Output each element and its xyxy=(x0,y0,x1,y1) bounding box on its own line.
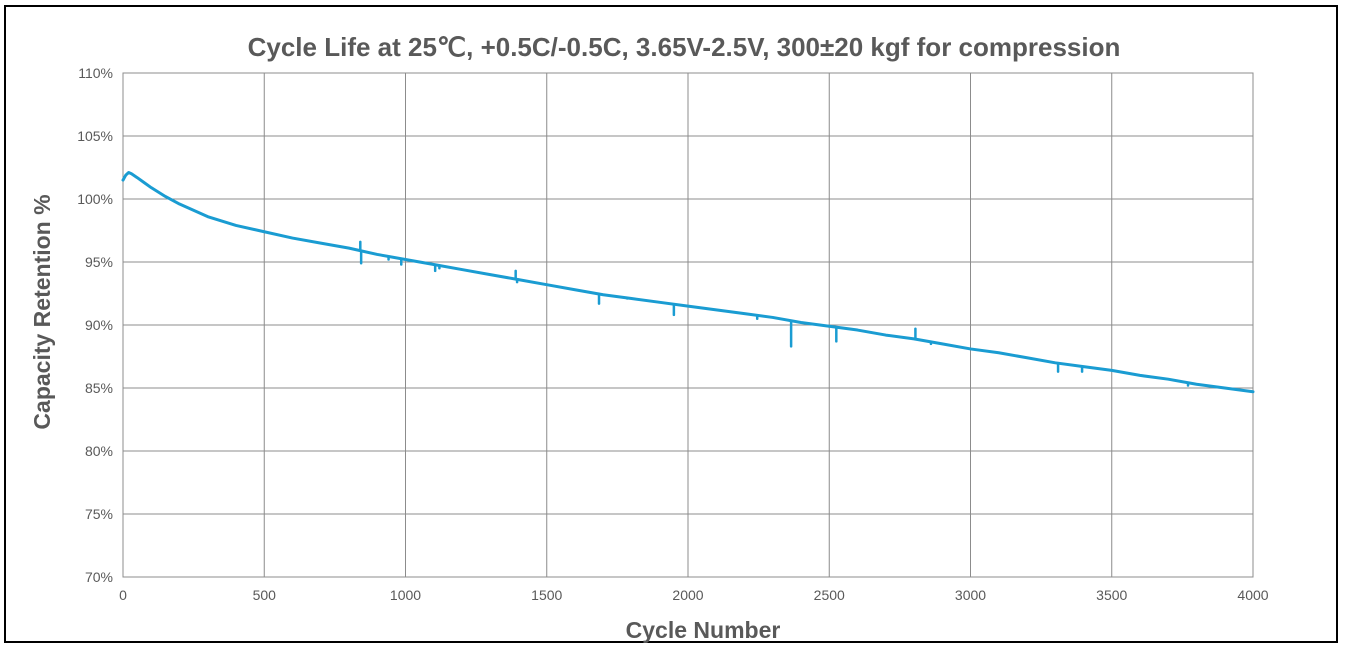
y-tick-label: 105% xyxy=(77,128,113,144)
y-tick-label: 80% xyxy=(85,443,113,459)
x-tick-label: 3500 xyxy=(1096,587,1127,603)
plot-area-border xyxy=(122,72,1254,578)
plot-area xyxy=(122,72,1254,578)
x-tick-label: 1500 xyxy=(531,587,562,603)
x-tick-label: 0 xyxy=(119,587,127,603)
x-axis-ticks: 0 500 1000 1500 2000 2500 3000 3500 4000 xyxy=(119,587,1269,603)
series-line xyxy=(121,171,1255,394)
x-tick-label: 4000 xyxy=(1237,587,1268,603)
x-tick-label: 3000 xyxy=(955,587,986,603)
x-axis-label: Cycle Number xyxy=(626,617,781,643)
y-tick-label: 100% xyxy=(77,191,113,207)
y-tick-label: 85% xyxy=(85,380,113,396)
x-tick-label: 1000 xyxy=(390,587,421,603)
y-tick-label: 110% xyxy=(78,65,113,81)
y-tick-label: 90% xyxy=(85,317,113,333)
x-tick-label: 2000 xyxy=(672,587,703,603)
x-tick-label: 500 xyxy=(253,587,277,603)
y-tick-label: 95% xyxy=(85,254,113,270)
chart-title: Cycle Life at 25℃, +0.5C/-0.5C, 3.65V-2.… xyxy=(248,32,1121,62)
grid xyxy=(122,72,1254,578)
y-tick-label: 70% xyxy=(85,569,113,585)
y-axis-label: Capacity Retention % xyxy=(29,194,55,429)
y-tick-label: 75% xyxy=(85,506,113,522)
x-tick-label: 2500 xyxy=(814,587,845,603)
chart-frame xyxy=(4,5,1338,643)
series-layer xyxy=(121,171,1255,394)
y-axis-ticks: 70% 75% 80% 85% 90% 95% 100% 105% 110% xyxy=(77,65,113,585)
